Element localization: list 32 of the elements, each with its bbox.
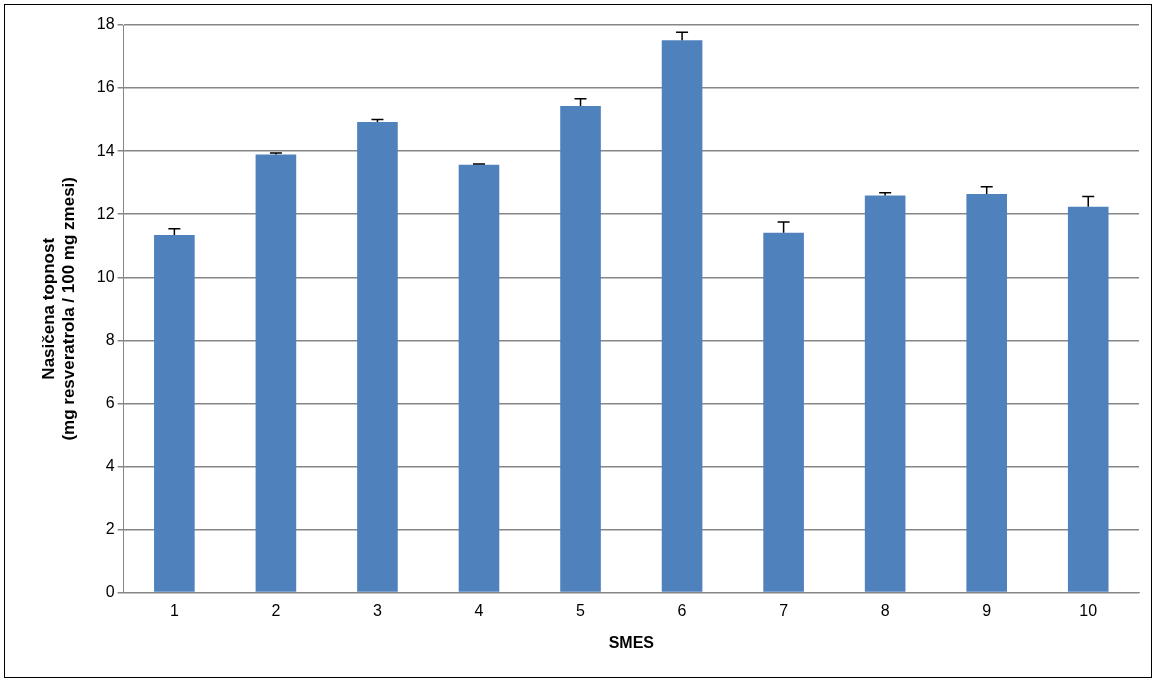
bar [357,122,398,592]
y-tick-label: 2 [105,519,115,537]
bar [661,40,703,592]
y-tick-label: 12 [96,204,115,222]
bar [154,235,195,592]
x-tick-label: 1 [169,601,179,619]
x-tick-label: 3 [372,601,382,619]
x-tick-label: 2 [271,601,281,619]
y-tick-label: 0 [105,583,115,601]
bar [458,164,500,592]
y-tick-label: 8 [105,330,115,348]
x-axis-title: SMES [608,633,655,651]
bar [255,154,297,592]
bar [864,195,906,592]
y-tick-label: 6 [105,393,115,411]
x-tick-label: 9 [982,601,992,619]
y-tick-label: 16 [96,78,115,96]
y-axis-title: Nasičena topnost (mg resveratrola / 100 mg zmesi) [38,176,79,441]
bar [1067,206,1109,592]
bar [560,106,601,592]
y-tick-label: 18 [96,15,115,33]
x-tick-label: 10 [1079,601,1098,619]
x-tick-label: 6 [677,601,687,619]
x-tick-label: 5 [576,601,586,619]
y-tick-label: 14 [96,141,115,159]
y-tick-label: 10 [96,267,115,285]
y-tick-label: 4 [105,456,115,474]
x-tick-label: 4 [474,601,484,619]
bar [966,194,1007,592]
x-tick-label: 8 [880,601,890,619]
x-tick-label: 7 [779,601,789,619]
bar [763,232,804,592]
